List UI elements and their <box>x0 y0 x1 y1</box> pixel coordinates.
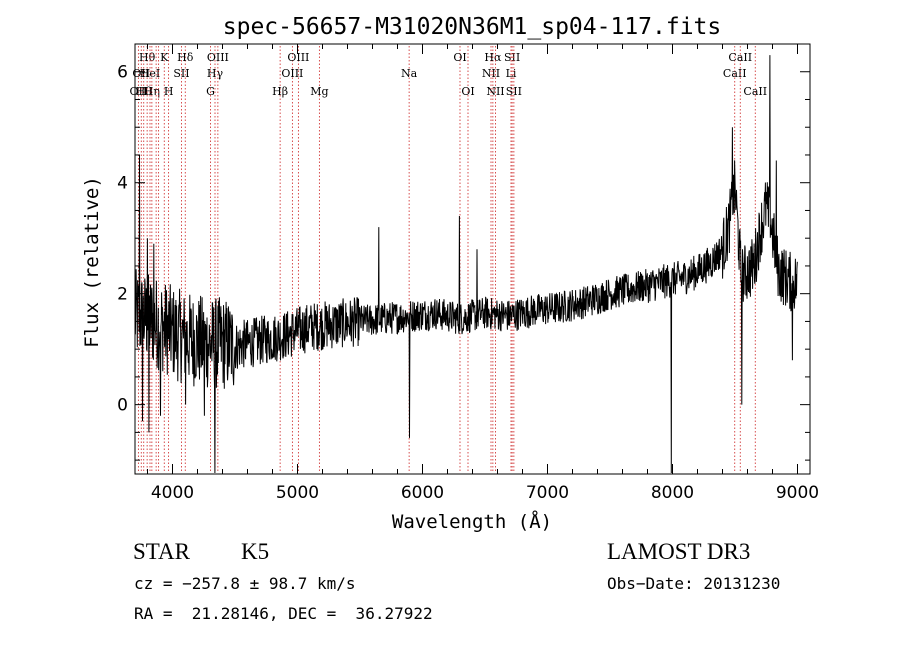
spectral-line-label-22: NII <box>482 67 500 80</box>
spectral-line-label-19: Na <box>401 67 418 80</box>
spectral-line-label-24: NII <box>486 85 504 98</box>
spectral-line-label-29: CaII <box>728 51 752 64</box>
spectral-line-label-2: Hθ <box>136 85 153 98</box>
spectral-line-label-16: OIII <box>281 67 303 80</box>
spectral-line-label-8: K <box>160 51 169 64</box>
coordinates: RA = 21.28146, DEC = 36.27922 <box>134 604 433 623</box>
spectral-line-label-27: SII <box>506 85 522 98</box>
x-tick-label: 8000 <box>651 483 694 503</box>
spectral-line-label-10: SII <box>173 67 189 80</box>
spectral-line-label-0: OII <box>130 85 148 98</box>
x-tick-label: 7000 <box>526 483 569 503</box>
spectral-line-label-1: OII <box>132 67 150 80</box>
spectral-line-label-15: Hβ <box>272 85 288 98</box>
axes-group: 4000 5000 6000 7000 8000 9000 0 2 4 6 <box>117 43 819 503</box>
spectral-line-label-26: SII <box>504 51 520 64</box>
spectral-line-label-30: CaII <box>743 85 767 98</box>
chart-title: spec-56657-M31020N36M1_sp04-117.fits <box>223 14 722 40</box>
spectral-line-label-17: OIII <box>287 51 309 64</box>
spectral-line-label-28: CaII <box>723 67 747 80</box>
object-class: STAR <box>133 539 190 564</box>
spectrum-group <box>134 55 798 474</box>
x-axis-label: Wavelength (Å) <box>392 510 552 533</box>
observation-date: Obs−Date: 20131230 <box>607 574 781 593</box>
spectral-line-label-20: OI <box>453 51 466 64</box>
y-tick-label: 2 <box>117 285 128 305</box>
y-tick-label: 0 <box>117 396 128 416</box>
spectral-line-label-25: Li <box>506 67 517 80</box>
spectrum-line <box>134 55 798 474</box>
spectral-line-markers: OIIOIIHθHθHeIHηKHSIIHδGHγOIIIHβOIIIOIIIM… <box>130 46 767 473</box>
y-tick-label: 4 <box>117 174 128 194</box>
x-tick-label: 4000 <box>151 483 194 503</box>
spectral-line-label-12: G <box>206 85 215 98</box>
spectral-line-label-23: Hα <box>484 51 502 64</box>
spectral-line-label-13: Hγ <box>207 67 224 80</box>
survey-name: LAMOST DR3 <box>607 539 751 564</box>
x-tick-label: 5000 <box>276 483 319 503</box>
x-tick-label: 9000 <box>776 483 819 503</box>
spectral-line-label-11: Hδ <box>177 51 194 64</box>
spectral-line-label-18: Mg <box>310 85 328 98</box>
x-tick-label: 6000 <box>401 483 444 503</box>
spectral-line-label-21: OI <box>461 85 474 98</box>
object-subclass: K5 <box>241 539 270 564</box>
redshift-velocity: cz = −257.8 ± 98.7 km/s <box>134 574 356 593</box>
y-axis-label: Flux (relative) <box>81 176 103 348</box>
spectral-line-label-14: OIII <box>207 51 229 64</box>
spectral-line-label-9: H <box>164 85 174 98</box>
spectral-line-label-3: Hθ <box>139 51 156 64</box>
spectral-line-label-4: HeI <box>140 67 160 80</box>
y-tick-label: 6 <box>117 63 128 83</box>
spectral-line-label-5: Hη <box>144 85 160 98</box>
